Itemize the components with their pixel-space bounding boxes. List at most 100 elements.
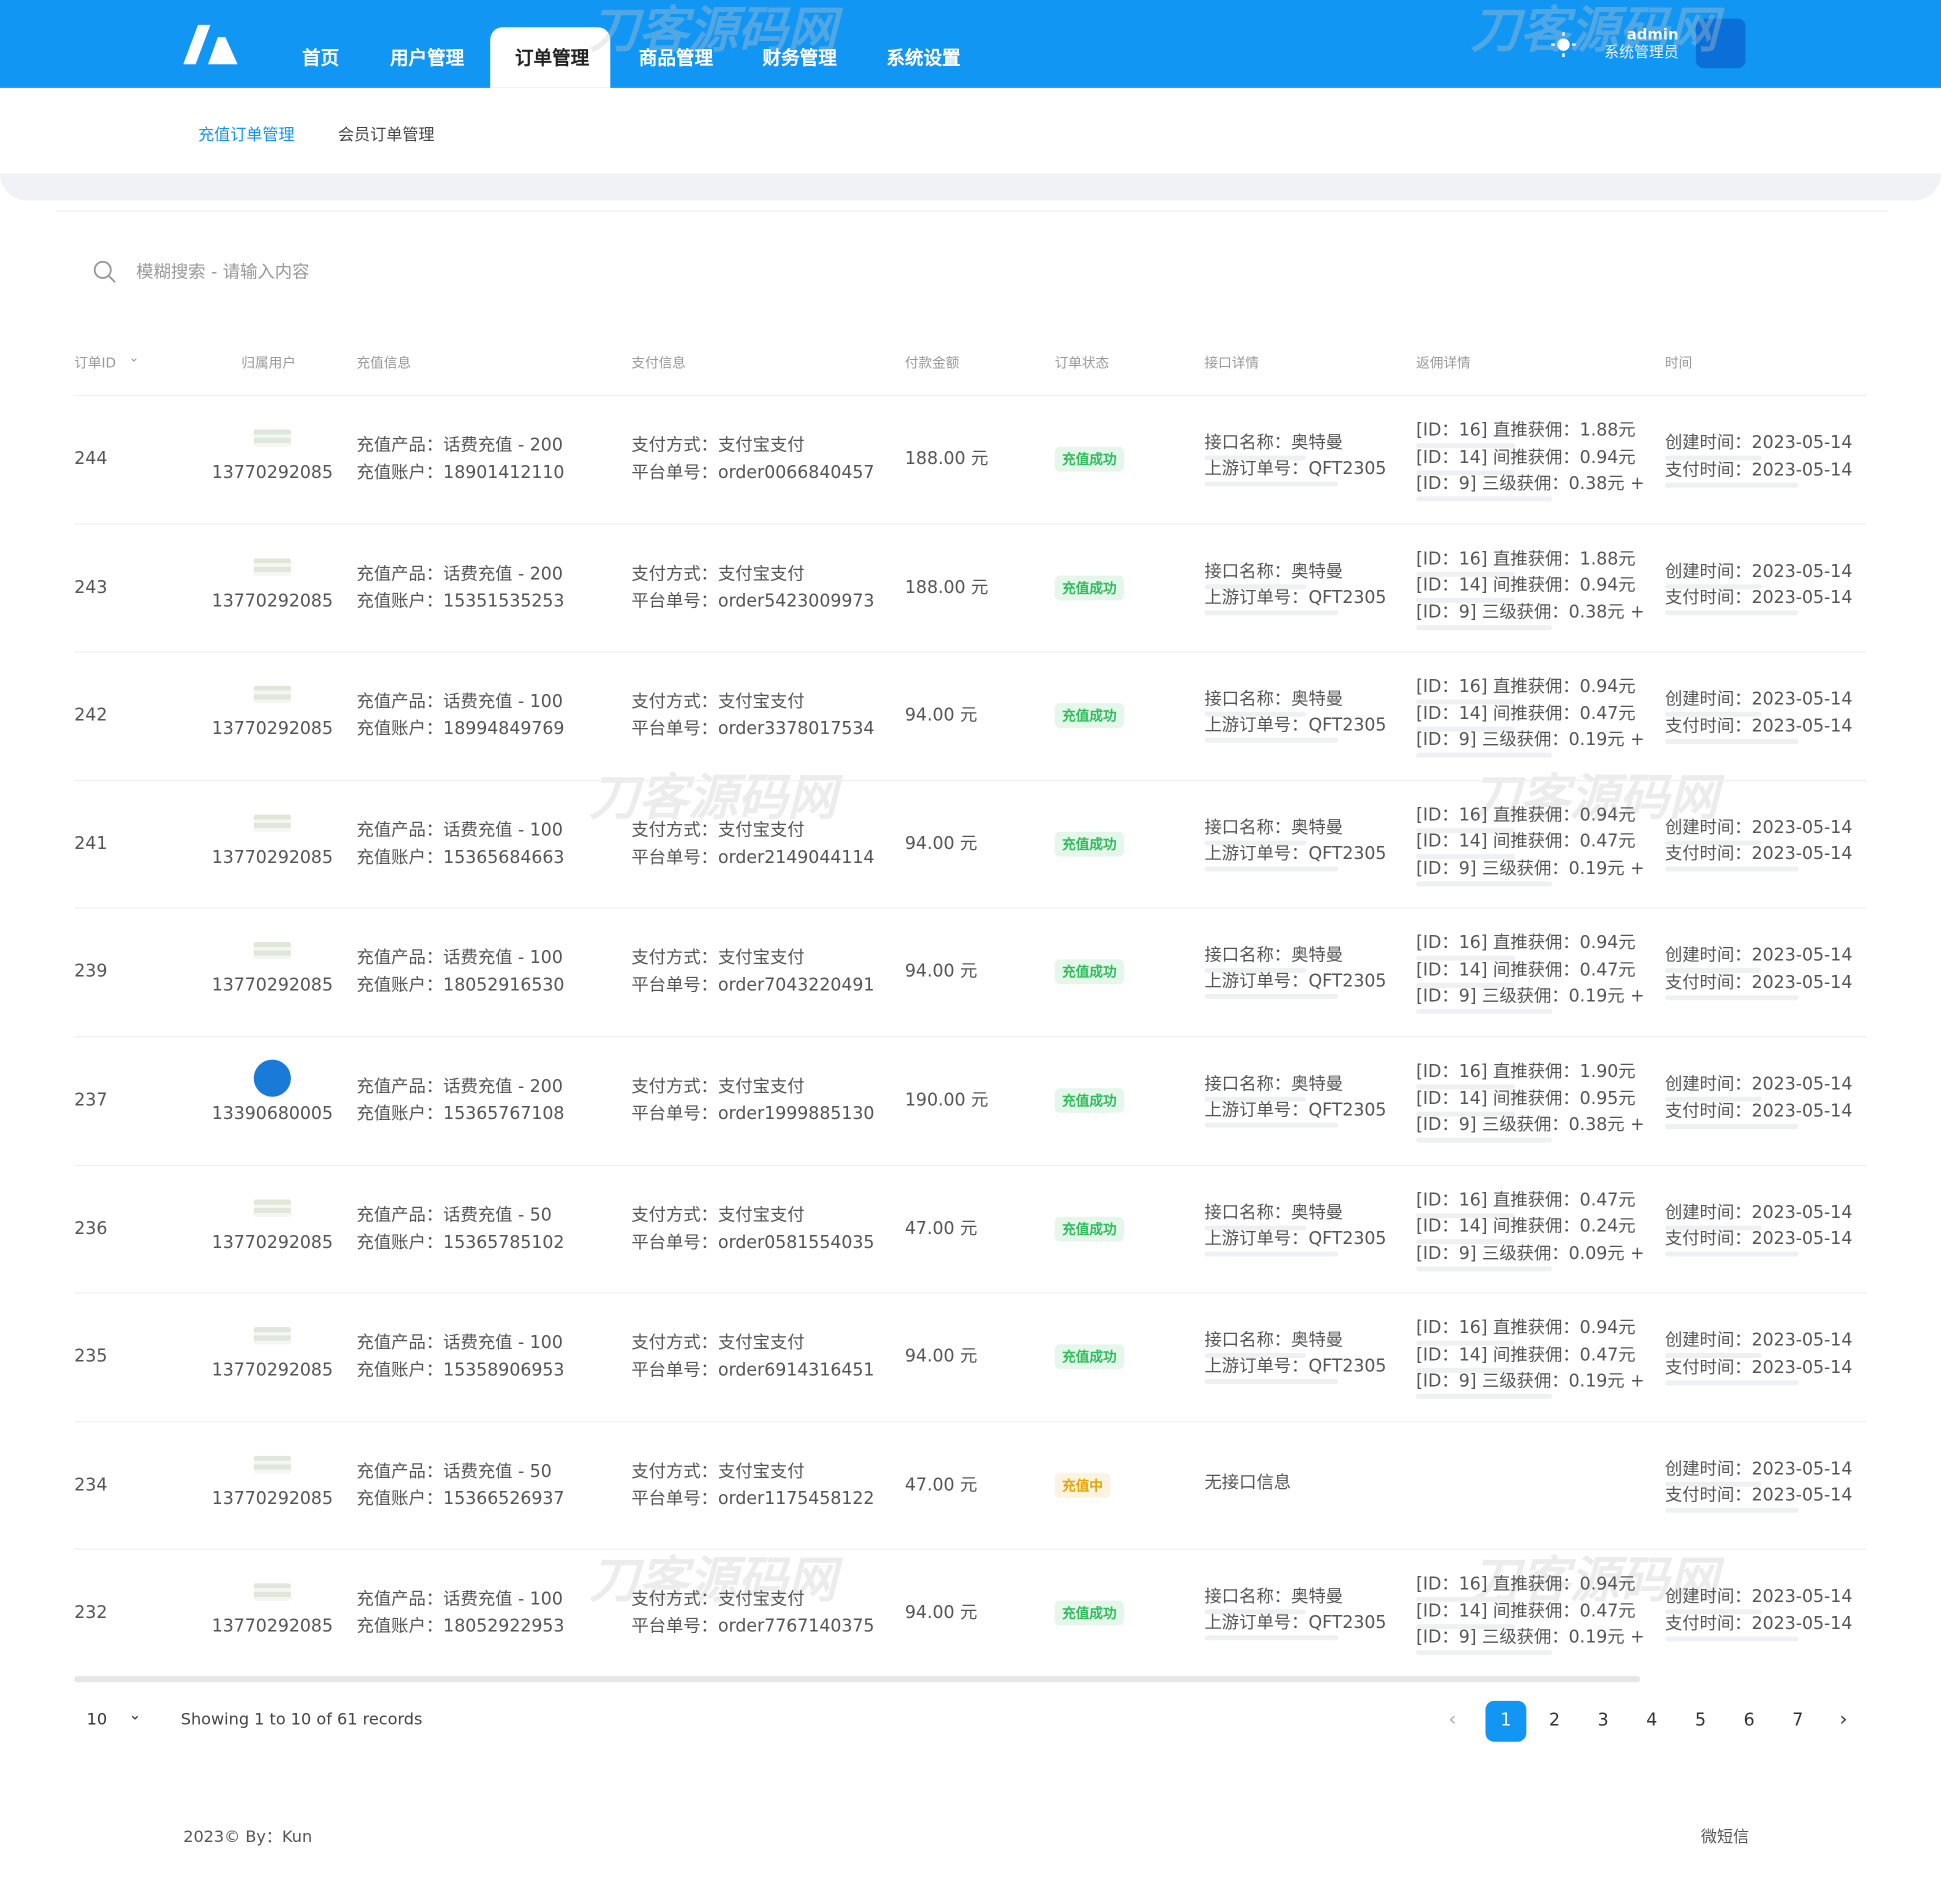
page-button[interactable]: 4 [1646,1710,1658,1731]
summary: Showing 1 to 10 of 61 records [180,1710,423,1730]
skeleton-bar [1204,1609,1306,1615]
skeleton-bar [1204,1379,1339,1385]
top-bar [0,0,1941,88]
account: 充值账户：15351535253 [356,591,565,612]
column-header: 订单状态 [1054,355,1110,372]
avatar[interactable] [1695,18,1746,69]
rebate: [ID：16] 直推获佣：1.88元 + [1416,420,1643,441]
skeleton-bar [1416,1597,1516,1603]
order-no: 平台单号：order0066840457 [631,462,875,483]
rebate: [ID：16] 直推获佣：0.94元 + [1416,1318,1643,1339]
skeleton-bar [1664,866,1799,872]
row-divider [74,651,1867,653]
user-phone: 13770292085 [211,1232,333,1253]
amount: 188.00 元 [904,449,989,470]
skeleton-bar [1204,1122,1339,1128]
skeleton-bar [1204,866,1339,872]
pay-method: 支付方式：支付宝支付 [631,1333,805,1354]
skeleton-bar [1416,1650,1553,1656]
pay-method: 支付方式：支付宝支付 [631,1205,805,1226]
search-input[interactable]: 模糊搜索 - 请输入内容 [136,262,310,283]
rebate: [ID：9] 三级获佣：0.38元 + [1416,1115,1643,1136]
api-detail: 上游订单号：QFT2305 [1204,843,1387,864]
column-header: 时间 [1664,355,1693,372]
pay-method: 支付方式：支付宝支付 [631,435,805,456]
product: 充值产品：话费充值 - 100 [356,692,563,713]
nav-item[interactable]: 首页 [302,47,340,70]
skeleton-bar [1664,995,1799,1001]
page-button[interactable]: 2 [1549,1710,1561,1731]
product: 充值产品：话费充值 - 50 [356,1461,552,1482]
nav-item[interactable]: 订单管理 [514,47,590,70]
row-divider [74,394,1867,397]
rebate: [ID：14] 间推获佣：0.47元 + [1416,832,1643,853]
status-badge: 充值成功 [1054,575,1125,600]
amount: 94.00 元 [904,1347,978,1367]
logo[interactable] [183,24,238,65]
order-no: 平台单号：order2149044114 [631,847,875,868]
column-header[interactable]: 订单ID [74,355,117,372]
user-avatar [253,814,291,832]
account: 充值账户：15366526937 [356,1488,565,1509]
skeleton-bar [1416,1239,1516,1245]
amount: 94.00 元 [904,705,978,726]
skeleton-bar [1664,712,1762,717]
prev[interactable]: ‹ [1448,1707,1457,1731]
api-detail: 上游订单号：QFT2305 [1204,1100,1387,1121]
sub-tab[interactable]: 会员订单管理 [337,126,435,145]
amount: 47.00 元 [904,1475,978,1496]
user-phone: 13770292085 [211,975,333,996]
skeleton-bar [1204,609,1339,615]
rebate: [ID：14] 间推获佣：0.47元 + [1416,703,1643,724]
page-button[interactable]: 6 [1743,1710,1755,1731]
page-button[interactable]: 5 [1694,1710,1707,1731]
nav-item[interactable]: 商品管理 [638,47,714,70]
page-button[interactable]: 3 [1597,1710,1609,1731]
status-badge: 充值成功 [1054,831,1125,857]
time: 创建时间：2023-05-14 [1664,946,1853,967]
skeleton-bar [1204,1635,1339,1641]
status-badge: 充值成功 [1054,1088,1125,1113]
next[interactable]: › [1839,1707,1848,1731]
skeleton-bar [1416,1111,1516,1116]
nav-item[interactable]: 用户管理 [389,47,465,70]
order-id: 244 [74,449,108,470]
page-button[interactable]: 1 [1485,1700,1527,1742]
order-id: 235 [74,1347,108,1367]
row-divider [74,523,1867,525]
time: 支付时间：2023-05-14 [1664,1229,1853,1250]
scrollbar[interactable] [74,1676,1641,1683]
status-badge: 充值成功 [1054,1601,1125,1626]
account: 充值账户：18052922953 [356,1617,565,1637]
sort-icon[interactable]: ⌄ [128,351,140,366]
api-detail: 接口名称：奥特曼 [1204,1074,1344,1095]
rebate: [ID：9] 三级获佣：0.19元 + [1416,987,1643,1007]
page-button[interactable]: 7 [1792,1710,1804,1731]
api-detail: 接口名称：奥特曼 [1204,433,1344,454]
sub-tab[interactable]: 充值订单管理 [198,126,295,145]
skeleton-bar [1416,1137,1553,1143]
skeleton-bar [1664,1096,1762,1102]
status-badge: 充值成功 [1054,446,1125,472]
column-header: 支付信息 [631,355,686,372]
skeleton-bar [1416,881,1553,887]
rebate: [ID：16] 直推获佣：0.94元 + [1416,933,1643,954]
row-divider [74,1164,1867,1166]
skeleton-bar [1204,481,1339,487]
skeleton-bar [1416,1212,1516,1218]
api-detail: 接口名称：奥特曼 [1204,689,1344,710]
order-id: 241 [74,834,108,854]
skeleton-bar [1416,1340,1516,1346]
rebate: [ID：16] 直推获佣：0.94元 + [1416,805,1643,826]
page-size[interactable]: 10 [86,1710,108,1730]
row-divider [74,1549,1867,1551]
nav-item[interactable]: 系统设置 [886,47,961,70]
column-header: 接口详情 [1204,355,1259,372]
skeleton-bar [1664,1379,1799,1385]
page-size-arrow[interactable]: ⌄ [128,1705,142,1724]
api-detail: 接口名称：奥特曼 [1204,1330,1344,1351]
row-divider [74,1036,1867,1038]
rebate: [ID：16] 直推获佣：0.94元 + [1416,677,1643,698]
nav-item[interactable]: 财务管理 [762,47,837,70]
theme-toggle[interactable] [1551,32,1576,57]
